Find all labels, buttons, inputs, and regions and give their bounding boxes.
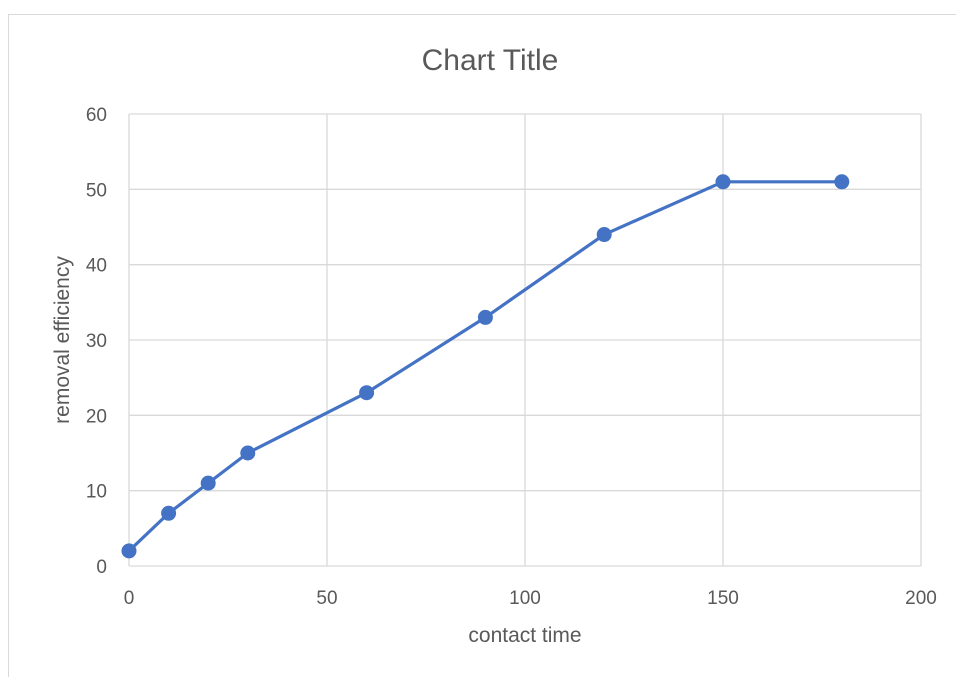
x-tick-label: 100	[509, 588, 541, 609]
y-axis-title: removal efficiency	[51, 256, 74, 424]
data-point	[834, 174, 850, 190]
chart-title: Chart Title	[422, 44, 559, 77]
x-tick-label: 150	[707, 588, 739, 609]
y-tick-label: 20	[86, 406, 107, 427]
data-point	[359, 385, 375, 401]
tick-labels: 0 10 20 30 40 50 60 0 50 100 150 200	[86, 105, 937, 609]
data-point	[477, 309, 493, 325]
data-point	[240, 445, 256, 461]
y-tick-label: 0	[96, 557, 107, 578]
y-tick-label: 50	[86, 180, 107, 201]
y-tick-label: 60	[86, 105, 107, 126]
data-point	[161, 505, 177, 521]
data-point	[200, 475, 216, 491]
x-tick-label: 0	[124, 588, 135, 609]
gridlines	[128, 113, 922, 567]
data-point	[596, 227, 612, 243]
series-line	[127, 180, 842, 553]
y-tick-label: 40	[86, 256, 107, 277]
y-tick-label: 10	[86, 482, 107, 503]
series-group	[121, 174, 850, 559]
x-tick-label: 200	[905, 588, 937, 609]
data-point	[715, 174, 731, 190]
y-tick-label: 30	[86, 331, 107, 352]
data-point	[121, 543, 137, 559]
x-tick-label: 50	[316, 588, 337, 609]
x-axis-title: contact time	[468, 624, 581, 647]
